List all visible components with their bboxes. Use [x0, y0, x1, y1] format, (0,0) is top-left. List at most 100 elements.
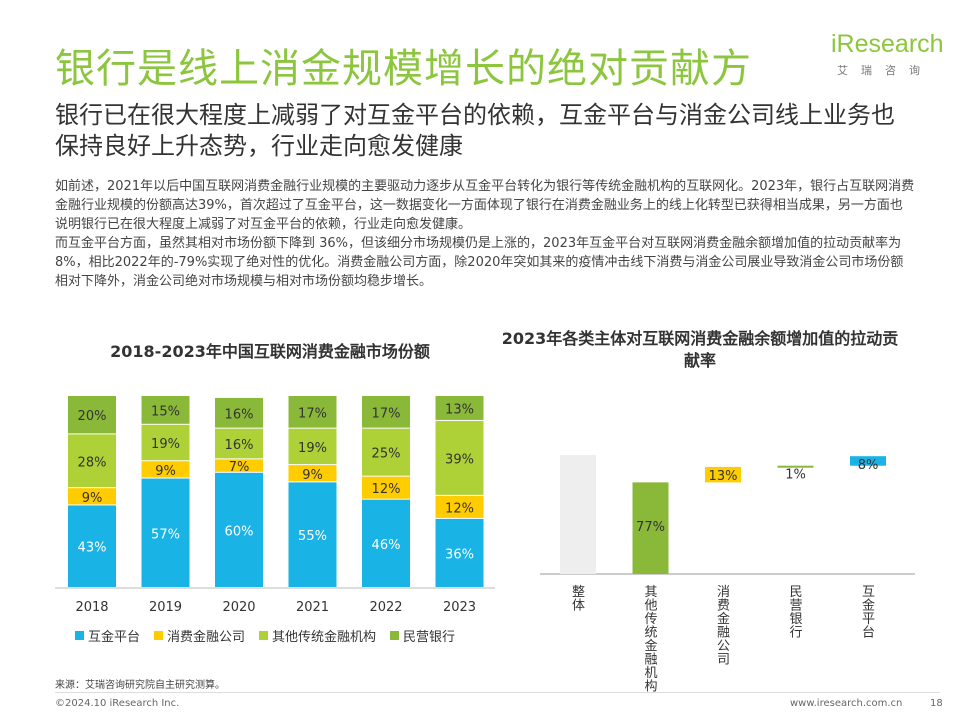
body-text: 如前述，2021年以后中国互联网消费金融行业规模的主要驱动力逐步从互金平台转化为…	[55, 177, 915, 291]
legend-label: 消费金融公司	[167, 630, 246, 645]
x-tick-label-char: 金	[645, 638, 658, 654]
bar-segment	[362, 396, 410, 428]
bar-segment	[68, 505, 116, 587]
x-tick-label-char: 体	[572, 599, 585, 614]
legend-item-private-bank: 民营银行	[390, 626, 455, 645]
x-tick-label-char: 金	[862, 598, 875, 614]
bar-segment	[215, 397, 263, 428]
x-tick-label-char: 他	[645, 599, 658, 614]
bar-segment	[141, 478, 190, 587]
x-tick-label-char: 平	[862, 612, 875, 627]
segment-value-label: 16%	[225, 407, 254, 422]
logo-subtitle: 艾瑞咨询	[837, 64, 933, 77]
segment-value-label: 9%	[155, 464, 176, 479]
iresearch-logo: iResearch 艾瑞咨询	[825, 30, 944, 85]
legend-label: 其他传统金融机构	[272, 630, 377, 645]
bar-segment	[141, 396, 190, 424]
legend-label: 互金平台	[88, 630, 141, 645]
bar-segment	[288, 465, 337, 482]
footer-divider	[55, 692, 940, 693]
segment-value-label: 17%	[298, 406, 327, 421]
legend-swatch-icon	[75, 631, 84, 640]
bar-segment	[215, 472, 263, 587]
bar-segment	[435, 495, 484, 518]
segment-value-label: 9%	[302, 468, 323, 483]
segment-value-label: 12%	[372, 482, 401, 497]
chart2-title: 2023年各类主体对互联网消费金融余额增加值的拉动贡献率	[501, 329, 899, 370]
legend-swatch-icon	[390, 631, 400, 640]
segment-value-label: 19%	[151, 437, 180, 452]
segment-value-label: 36%	[445, 547, 474, 562]
source-note: 来源：艾瑞咨询研究院自主研究测算。	[55, 680, 225, 691]
segment-value-label: 9%	[82, 491, 103, 506]
segment-value-label: 7%	[229, 460, 250, 475]
bar-segment	[68, 434, 116, 488]
waterfall-bar	[850, 456, 886, 466]
bar-segment	[215, 459, 263, 472]
bar-segment	[435, 396, 484, 420]
segment-value-label: 17%	[372, 406, 401, 421]
x-tick-label-char: 司	[717, 653, 730, 668]
subtitle: 银行已在很大程度上减弱了对互金平台的依赖，互金平台与消金公司线上业务也保持良好上…	[55, 101, 895, 160]
bar-segment	[362, 428, 410, 476]
x-tick-label-char: 互	[862, 585, 875, 600]
x-tick-label-char: 民	[790, 585, 803, 600]
bar-segment	[435, 420, 484, 495]
bar-segment	[362, 476, 410, 499]
bar-value-label: 13%	[709, 469, 738, 484]
copyright: ©2024.10 iResearch Inc.	[55, 698, 180, 709]
bar-segment	[68, 396, 116, 434]
x-tick-label: 2022	[369, 600, 402, 615]
logo-wordmark: iResearch	[831, 30, 944, 58]
page-number: 18	[930, 698, 943, 709]
paragraph-2: 而互金平台方面，虽然其相对市场份额下降到 36%，但该细分市场规模仍是上涨的，2…	[55, 236, 904, 289]
x-tick-label-char: 公	[717, 639, 730, 654]
segment-value-label: 57%	[151, 527, 180, 542]
x-tick-label-char: 机	[645, 666, 658, 681]
waterfall-bar	[777, 465, 814, 468]
x-tick-label-char: 整	[572, 585, 585, 600]
page-title: 银行是线上消金规模增长的绝对贡献方	[55, 46, 752, 92]
paragraph-1: 如前述，2021年以后中国互联网消费金融行业规模的主要驱动力逐步从互金平台转化为…	[55, 179, 915, 232]
x-tick-label-char: 统	[645, 626, 658, 641]
segment-value-label: 43%	[78, 541, 107, 556]
segment-value-label: 16%	[225, 438, 254, 453]
bar-segment	[215, 428, 263, 459]
chart1-legend: 互金平台 消费金融公司 其他传统金融机构 民营银行	[75, 626, 455, 645]
bar-segment	[435, 518, 484, 587]
bar-segment	[288, 428, 337, 465]
x-tick-label-char: 银	[790, 612, 803, 627]
segment-value-label: 25%	[372, 447, 401, 462]
segment-value-label: 55%	[298, 529, 327, 544]
segment-value-label: 19%	[298, 441, 327, 456]
segment-value-label: 15%	[151, 404, 180, 419]
legend-item-xiaojin: 消费金融公司	[154, 626, 245, 645]
segment-value-label: 20%	[78, 409, 107, 424]
legend-swatch-icon	[154, 631, 164, 640]
segment-value-label: 12%	[445, 501, 474, 516]
bar-segment	[141, 424, 190, 461]
x-tick-label: 2020	[222, 600, 255, 615]
x-tick-label-char: 构	[645, 680, 658, 695]
legend-swatch-icon	[259, 631, 269, 640]
bar-segment	[362, 499, 410, 587]
x-tick-label-char: 金	[717, 611, 730, 627]
chart1-title: 2018-2023年中国互联网消费金融市场份额	[110, 342, 430, 361]
legend-item-hujin: 互金平台	[75, 626, 140, 645]
x-tick-label-char: 传	[645, 612, 658, 627]
x-tick-label: 2018	[75, 600, 108, 615]
x-tick-label-char: 行	[790, 626, 803, 641]
x-tick-label-char: 消	[717, 585, 730, 600]
x-tick-label-char: 融	[717, 626, 730, 641]
x-tick-label-char: 融	[645, 653, 658, 668]
x-tick-label-char: 台	[862, 626, 875, 641]
x-tick-label-char: 营	[790, 599, 803, 614]
bar-value-label: 77%	[636, 520, 665, 535]
x-tick-label: 2023	[443, 600, 476, 615]
x-tick-label-char: 费	[717, 599, 730, 614]
x-tick-label: 2021	[296, 600, 329, 615]
segment-value-label: 46%	[372, 538, 401, 553]
website: www.iresearch.com.cn	[790, 698, 903, 709]
